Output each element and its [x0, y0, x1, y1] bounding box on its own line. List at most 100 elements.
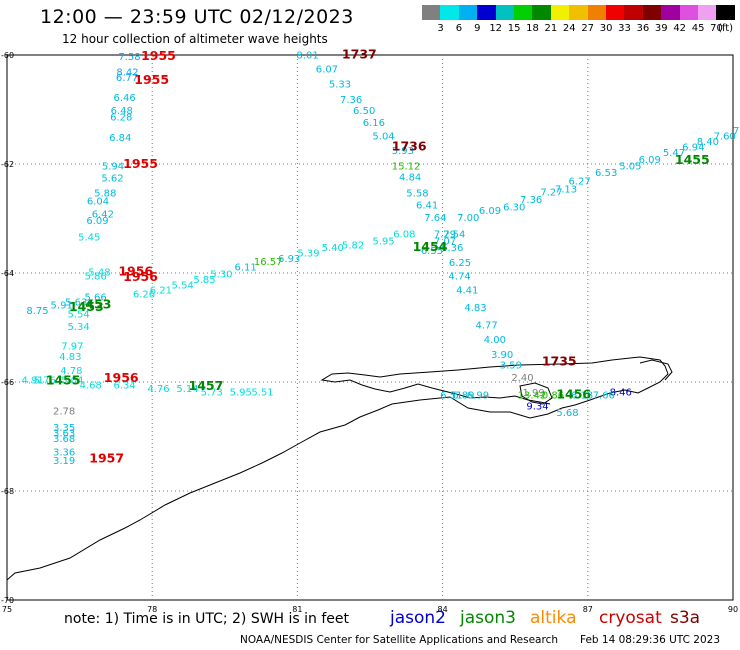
lat-tick-label: -68 — [1, 487, 14, 496]
lon-tick-label: 90 — [728, 605, 738, 614]
scale-label: 45 — [691, 23, 705, 34]
lon-tick-label: 87 — [583, 605, 593, 614]
wave-height-label: 5.95 — [372, 237, 394, 248]
scale-label: 39 — [654, 23, 668, 34]
wave-height-label: 5.94 — [102, 161, 124, 172]
wave-height-label: 6.16 — [363, 118, 385, 129]
wave-height-label: 3.35 — [53, 423, 75, 434]
wave-height-label: 7.36 — [520, 195, 542, 206]
wave-height-label: 3.59 — [500, 360, 522, 371]
legend-cryosat: cryosat — [599, 608, 662, 628]
wave-height-label: 5.33 — [329, 80, 351, 91]
scale-swatch — [569, 5, 589, 20]
plot-frame — [6, 54, 734, 601]
scale-swatch — [495, 5, 515, 20]
scale-label: 9 — [474, 23, 481, 34]
coastline-island — [639, 359, 673, 381]
wave-height-label: 2.40 — [511, 373, 533, 384]
pass-time-label: 1955 — [123, 156, 158, 171]
wave-height-label: 6.26 — [133, 290, 155, 301]
wave-height-label: 6.48 — [111, 106, 133, 117]
wave-height-label: 7.23 — [733, 126, 740, 137]
pass-time-label: 453 — [85, 296, 111, 311]
axis-ticks: 75 78 81 84 87 90 -60 -62 -64 -66 -68 -70 — [1, 51, 738, 614]
credit-text: NOAA/NESDIS Center for Satellite Applica… — [240, 634, 558, 646]
chart-title: 12:00 — 23:59 UTC 02/12/2023 — [40, 6, 354, 28]
scale-label: 21 — [544, 23, 558, 34]
pass-time-label: 1735 — [542, 354, 577, 369]
wave-height-label: 3.90 — [491, 350, 513, 361]
scale-label: 24 — [562, 23, 576, 34]
wave-height-label: 6.55 — [421, 246, 443, 257]
chart-subtitle: 12 hour collection of altimeter wave hei… — [62, 32, 328, 46]
observation-labels: 7.58 8.426.77 6.46 6.486.28 6.84 5.945.62 5.88… — [22, 46, 740, 466]
wave-height-label: 6.11 — [234, 262, 256, 273]
wave-height-label: 5.82 — [342, 240, 364, 251]
wave-height-label: 5.45 — [78, 232, 100, 243]
pass-time-label: 1455 — [675, 152, 710, 167]
pass-time-label: 1453 — [69, 299, 104, 314]
wave-height-label: 6.46 — [113, 93, 135, 104]
wave-height-label: 6.21 — [150, 286, 172, 297]
wave-height-label: 1.99 — [522, 388, 544, 399]
wave-height-label: 7.64 — [424, 213, 446, 224]
legend-jason3: jason3 — [460, 608, 516, 628]
lat-tick-label: -60 — [1, 51, 14, 60]
wave-height-label: 5.04 — [372, 131, 394, 142]
wave-height-label: 5.73 — [201, 388, 223, 399]
scale-label: 12 — [489, 23, 503, 34]
wave-height-label: 6.09 — [639, 155, 661, 166]
wave-height-label: 5.04 — [61, 376, 83, 387]
lon-tick-label: 78 — [147, 605, 157, 614]
wave-height-label: 5.40 — [322, 243, 344, 254]
scale-label: 27 — [581, 23, 595, 34]
pass-time-label: 1455 — [46, 373, 81, 388]
scale-label: 30 — [599, 23, 613, 34]
wave-height-label: 6.34 — [113, 381, 135, 392]
pass-time-label: 1737 — [342, 46, 377, 61]
lon-tick-label: 75 — [2, 605, 12, 614]
wave-height-label: 4.74 — [448, 272, 470, 283]
scale-label: 18 — [526, 23, 539, 34]
wave-height-label: 8.01 — [296, 50, 318, 61]
scale-swatch — [698, 5, 717, 20]
scale-swatch — [624, 5, 644, 20]
scale-swatch — [458, 5, 478, 20]
wave-height-label: 6.30 — [503, 202, 525, 213]
wave-height-label: 2.78 — [53, 407, 75, 418]
lat-tick-label: -70 — [1, 596, 14, 605]
legend-altika: altika — [530, 608, 577, 628]
wave-height-label: 3.68 — [53, 434, 75, 445]
scale-swatch — [716, 5, 736, 20]
wave-height-label: 6.41 — [416, 201, 438, 212]
wave-height-label: 5.93 — [392, 146, 414, 157]
wave-height-label: 5.30 — [210, 269, 232, 280]
scale-swatch — [477, 5, 497, 20]
lon-tick-label: 81 — [292, 605, 302, 614]
scale-swatch — [587, 5, 607, 20]
pass-time-label: 1957 — [89, 451, 124, 466]
scale-swatch — [661, 5, 681, 20]
wave-height-label: 6.08 — [393, 230, 415, 241]
wave-height-label: 5.14 — [176, 384, 198, 395]
lat-tick-label: -62 — [1, 160, 14, 169]
wave-height-label: 16.57 — [254, 257, 283, 268]
wave-height-label: 6.42 — [92, 209, 114, 220]
wave-height-label: 5.76 — [34, 376, 56, 387]
color-scale-unit: (ft) — [718, 23, 734, 34]
wave-height-label: 7.60 — [714, 131, 736, 142]
wave-height-label: 6.04 — [87, 196, 109, 207]
wave-height-label: 6.84 — [109, 133, 131, 144]
wave-height-label: 6.93 — [278, 254, 300, 265]
legend-s3a: s3a — [670, 608, 701, 628]
wave-height-label: 6.07 — [316, 64, 338, 75]
wave-height-label: 7.00 — [457, 213, 479, 224]
wave-height-label: 8.75 — [26, 306, 48, 317]
graticule — [7, 55, 733, 600]
scale-label: 36 — [636, 23, 650, 34]
wave-height-label: 5.54 — [172, 280, 194, 291]
wave-height-label: 5.54 — [68, 310, 90, 321]
wave-height-label: 5.86 — [84, 272, 106, 283]
wave-height-label: 3.63 — [53, 429, 75, 440]
wave-height-label: 6.28 — [110, 112, 132, 123]
